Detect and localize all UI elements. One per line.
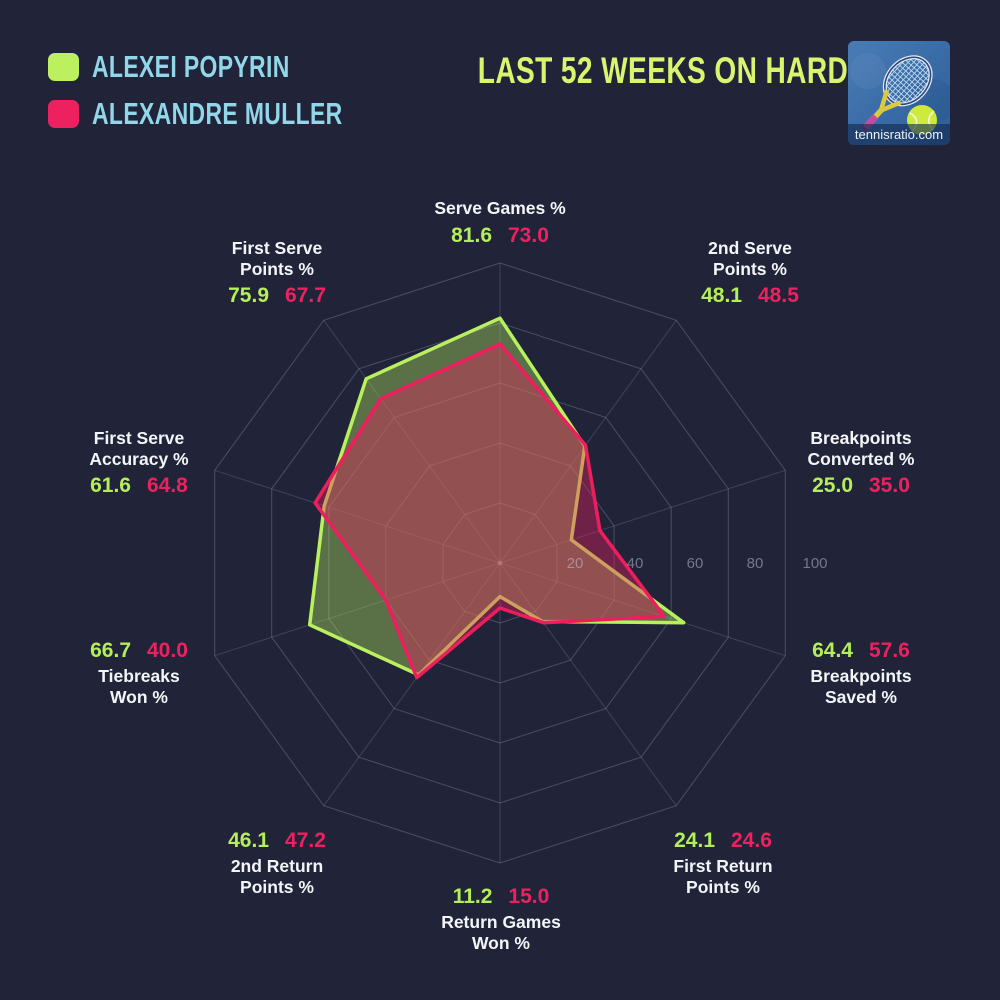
axis-label-breakpoints-converted: Breakpoints Converted % 25.0 35.0 bbox=[808, 428, 915, 501]
axis-values: 61.6 64.8 bbox=[89, 474, 188, 498]
axis-values: 11.2 15.0 bbox=[441, 885, 561, 909]
axis-label-first-serve-points: First Serve Points % 75.9 67.7 bbox=[228, 238, 326, 311]
axis-values: 64.4 57.6 bbox=[810, 639, 911, 663]
muller-legend-label: ALEXANDRE MULLER bbox=[92, 96, 343, 131]
radar-grid-ring bbox=[328, 382, 672, 744]
muller-value: 73.0 bbox=[508, 223, 549, 247]
axis-name-line: Return Games bbox=[441, 912, 561, 932]
radar-axis-spoke bbox=[323, 320, 501, 564]
axis-name-line: Points % bbox=[713, 258, 787, 279]
axis-label-return-games-won: 11.2 15.0 Return Games Won % bbox=[441, 880, 561, 953]
muller-value: 15.0 bbox=[508, 885, 550, 908]
muller-value: 40.0 bbox=[147, 639, 188, 662]
popyrin-color-swatch bbox=[48, 53, 79, 81]
axis-label-first-return-points: 24.1 24.6 First Return Points % bbox=[673, 824, 772, 897]
axis-name-line: Breakpoints bbox=[810, 666, 912, 686]
radial-tick-label: 60 bbox=[687, 555, 704, 572]
page-title: LAST 52 WEEKS ON HARD bbox=[477, 50, 849, 91]
axis-name-line: Serve Games % bbox=[434, 198, 566, 218]
radar-axis-spoke bbox=[214, 562, 501, 657]
axis-label-breakpoints-saved: 64.4 57.6 Breakpoints Saved % bbox=[810, 634, 911, 707]
axis-name-line: Tiebreaks bbox=[98, 666, 180, 686]
axis-name-line: Converted % bbox=[807, 448, 915, 469]
radar-axis-spoke bbox=[499, 320, 677, 564]
popyrin-value: 25.0 bbox=[812, 474, 853, 497]
radial-tick-label: 80 bbox=[747, 555, 764, 572]
radial-tick-label: 40 bbox=[627, 555, 644, 572]
axis-values: 75.9 67.7 bbox=[228, 284, 326, 308]
muller-value: 47.2 bbox=[285, 829, 326, 852]
muller-area-fill bbox=[315, 344, 665, 678]
radar-grid-ring bbox=[271, 322, 729, 804]
popyrin-value: 81.6 bbox=[451, 223, 492, 247]
axis-name-line: 2nd Return bbox=[230, 856, 324, 876]
radar-axis-spoke bbox=[214, 469, 501, 564]
muller-value: 24.6 bbox=[731, 829, 772, 852]
tennisratio-logo: tennisratio.com bbox=[848, 41, 950, 145]
muller-value: 57.6 bbox=[868, 639, 910, 662]
popyrin-value: 24.1 bbox=[674, 829, 715, 852]
muller-value: 67.7 bbox=[285, 284, 326, 307]
radial-tick-label: 20 bbox=[567, 555, 584, 572]
muller-area-outline bbox=[313, 342, 667, 680]
popyrin-value: 61.6 bbox=[90, 474, 131, 497]
popyrin-value: 64.4 bbox=[812, 639, 853, 662]
axis-name-line: First Serve bbox=[93, 428, 185, 448]
page-title-wrap: LAST 52 WEEKS ON HARD bbox=[419, 50, 906, 92]
radar-axis-spoke bbox=[499, 469, 786, 564]
axis-label-serve-games: Serve Games % 81.6 73.0 bbox=[434, 198, 565, 251]
radar-grid-ring bbox=[214, 262, 786, 864]
radar-axis-spoke bbox=[499, 562, 786, 657]
logo-caption: tennisratio.com bbox=[848, 124, 950, 145]
axis-values: 24.1 24.6 bbox=[673, 829, 772, 853]
axis-values: 48.1 48.5 bbox=[701, 284, 799, 308]
legend-item-popyrin: ALEXEI POPYRIN bbox=[48, 49, 431, 84]
axis-label-2nd-return-points: 46.1 47.2 2nd Return Points % bbox=[228, 824, 326, 897]
legend: ALEXEI POPYRIN ALEXANDRE MULLER bbox=[48, 49, 431, 146]
legend-item-muller: ALEXANDRE MULLER bbox=[48, 96, 431, 131]
radar-axis-spoke bbox=[323, 562, 501, 806]
muller-value: 48.5 bbox=[758, 284, 799, 307]
axis-label-tiebreaks-won: 66.7 40.0 Tiebreaks Won % bbox=[90, 634, 188, 707]
popyrin-value: 75.9 bbox=[228, 284, 269, 307]
axis-name-line: Saved % bbox=[825, 686, 897, 707]
axis-label-2nd-serve-points: 2nd Serve Points % 48.1 48.5 bbox=[701, 238, 799, 311]
muller-color-swatch bbox=[48, 100, 79, 128]
axis-name-line: Points % bbox=[240, 258, 314, 279]
popyrin-value: 48.1 bbox=[701, 284, 742, 307]
axis-name-line: Won % bbox=[471, 932, 530, 953]
popyrin-value: 66.7 bbox=[90, 639, 131, 662]
axis-name-line: Accuracy % bbox=[89, 448, 189, 469]
axis-name-line: Breakpoints bbox=[810, 428, 912, 448]
axis-values: 25.0 35.0 bbox=[808, 474, 915, 498]
axis-name-line: First Serve bbox=[231, 238, 323, 258]
axis-values: 66.7 40.0 bbox=[90, 639, 188, 663]
axis-values: 81.6 73.0 bbox=[434, 224, 565, 248]
radar-center-dot bbox=[497, 560, 503, 566]
muller-value: 35.0 bbox=[869, 474, 910, 497]
radar-grid-ring bbox=[442, 502, 558, 624]
popyrin-value: 11.2 bbox=[452, 885, 493, 908]
axis-name-line: First Return bbox=[673, 856, 773, 876]
radial-tick-label: 100 bbox=[802, 555, 827, 572]
axis-name-line: 2nd Serve bbox=[708, 238, 792, 258]
popyrin-legend-label: ALEXEI POPYRIN bbox=[92, 49, 290, 84]
popyrin-value: 46.1 bbox=[228, 829, 269, 852]
axis-label-first-serve-accuracy: First Serve Accuracy % 61.6 64.8 bbox=[89, 428, 188, 501]
axis-name-line: Points % bbox=[240, 876, 314, 897]
radar-axis-spoke bbox=[499, 562, 677, 806]
axis-values: 46.1 47.2 bbox=[228, 829, 326, 853]
muller-value: 64.8 bbox=[146, 474, 188, 497]
axis-name-line: Won % bbox=[109, 686, 168, 707]
axis-name-line: Points % bbox=[686, 876, 760, 897]
radar-grid-ring bbox=[385, 442, 615, 684]
